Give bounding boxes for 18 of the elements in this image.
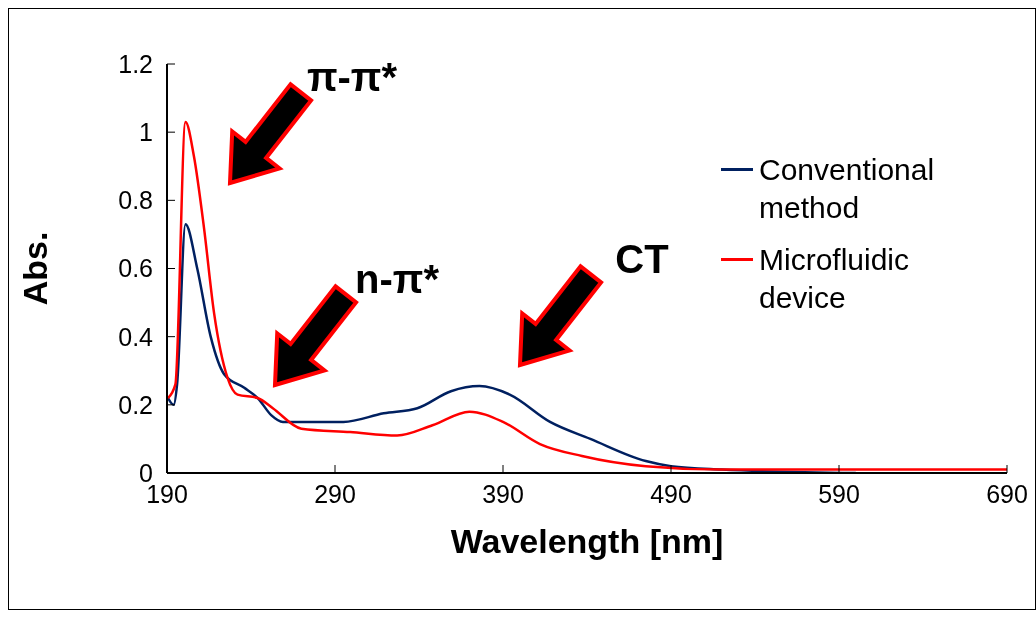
annotation: π-π* xyxy=(306,55,398,99)
legend-label: Microfluidic device xyxy=(759,242,911,316)
legend-label: Conventional method xyxy=(759,152,936,226)
y-tick-label: 0.4 xyxy=(118,322,154,351)
x-tick-label: 390 xyxy=(482,479,524,508)
y-tick-label: 1 xyxy=(139,118,153,147)
x-tick-label: 490 xyxy=(650,479,692,508)
x-axis-title: Wavelength [nm] xyxy=(450,522,724,560)
y-tick-label: 0.6 xyxy=(118,254,153,283)
y-tick-label: 0.8 xyxy=(118,186,153,215)
x-tick-label: 590 xyxy=(818,479,860,508)
y-tick-label: 0.2 xyxy=(118,390,153,419)
x-tick-label: 690 xyxy=(986,479,1028,508)
annotation: n-π* xyxy=(355,257,440,301)
annotation: CT xyxy=(615,237,669,281)
y-tick-label: 1.2 xyxy=(118,49,153,78)
x-tick-label: 290 xyxy=(314,479,356,508)
y-axis-title: Abs. xyxy=(16,231,55,306)
